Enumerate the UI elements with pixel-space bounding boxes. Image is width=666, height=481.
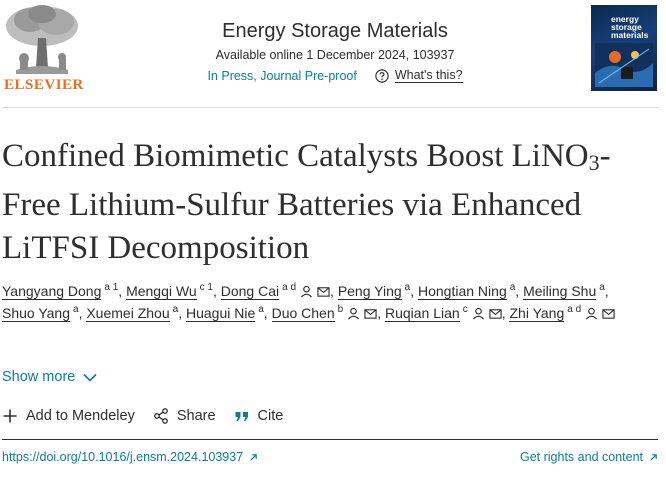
available-online-date: Available online 1 December 2024, 103937 [215, 48, 455, 62]
author-item[interactable]: Meiling Shu a [523, 282, 605, 300]
share-button[interactable]: Share [153, 408, 216, 424]
author-item[interactable]: Mengqi Wu c 1 [126, 282, 213, 300]
elsevier-tree-icon [2, 2, 82, 74]
author-item[interactable]: Duo Chen b [271, 305, 378, 322]
author-item[interactable]: Shuo Yang a [2, 304, 79, 322]
cover-title: energy storage materials [611, 14, 649, 40]
article-actions: Add to Mendeley Share Cite [2, 408, 301, 424]
author-item[interactable]: Xuemei Zhou a [86, 304, 179, 322]
actions-divider [2, 439, 658, 440]
cover-artwork-icon [595, 43, 653, 87]
author-item[interactable]: Dong Cai a d [220, 283, 330, 300]
rights-and-content-link[interactable]: Get rights and content [520, 450, 658, 464]
cite-button[interactable]: Cite [234, 408, 283, 424]
journal-info: Energy Storage Materials Available onlin… [120, 20, 550, 83]
doi-row: https://doi.org/10.1016/j.ensm.2024.1039… [2, 450, 658, 464]
external-link-icon [650, 453, 657, 461]
article-title: Confined Biomimetic Catalysts Boost LiNO… [2, 138, 611, 266]
show-more-button[interactable]: Show more [2, 369, 97, 385]
author-item[interactable]: Zhi Yang a d [509, 305, 615, 322]
person-icon [301, 285, 313, 298]
quote-icon [235, 412, 248, 421]
external-link-icon [250, 453, 257, 461]
show-more-label: Show more [2, 369, 76, 385]
author-item[interactable]: Huagui Nie a [185, 304, 264, 322]
envelope-icon [602, 309, 615, 319]
envelope-icon [317, 287, 330, 297]
publication-status-row: In Press, Journal Pre-proof What's this? [120, 68, 550, 83]
journal-cover-image[interactable]: energy storage materials [591, 5, 657, 91]
add-to-mendeley-button[interactable]: Add to Mendeley [2, 408, 135, 424]
author-item[interactable]: Ruqian Lian c [384, 305, 502, 322]
person-icon [472, 307, 484, 320]
doi-link[interactable]: https://doi.org/10.1016/j.ensm.2024.1039… [2, 450, 258, 464]
chevron-down-icon [83, 373, 97, 382]
journal-title[interactable]: Energy Storage Materials [222, 20, 448, 42]
elsevier-logo[interactable]: ELSEVIER [2, 2, 84, 94]
share-icon [153, 408, 168, 424]
whats-this-button[interactable]: What's this? [375, 68, 463, 83]
title-subscript: 3 [588, 150, 600, 175]
envelope-icon [364, 309, 377, 319]
author-item[interactable]: Peng Ying a [337, 282, 411, 300]
author-item[interactable]: Yangyang Dong a 1 [2, 282, 119, 300]
author-item[interactable]: Hongtian Ning a [418, 282, 516, 300]
elsevier-wordmark: ELSEVIER [4, 77, 84, 93]
plus-icon [3, 409, 17, 423]
question-circle-icon [375, 68, 389, 83]
person-icon [348, 307, 360, 320]
person-icon [586, 307, 598, 320]
in-press-link[interactable]: In Press, Journal Pre-proof [207, 68, 357, 83]
author-list: Yangyang Dong a 1, Mengqi Wu c 1, Dong Cai… [2, 280, 658, 324]
header-divider [2, 107, 658, 108]
envelope-icon [489, 309, 502, 319]
whats-this-label: What's this? [394, 68, 463, 83]
